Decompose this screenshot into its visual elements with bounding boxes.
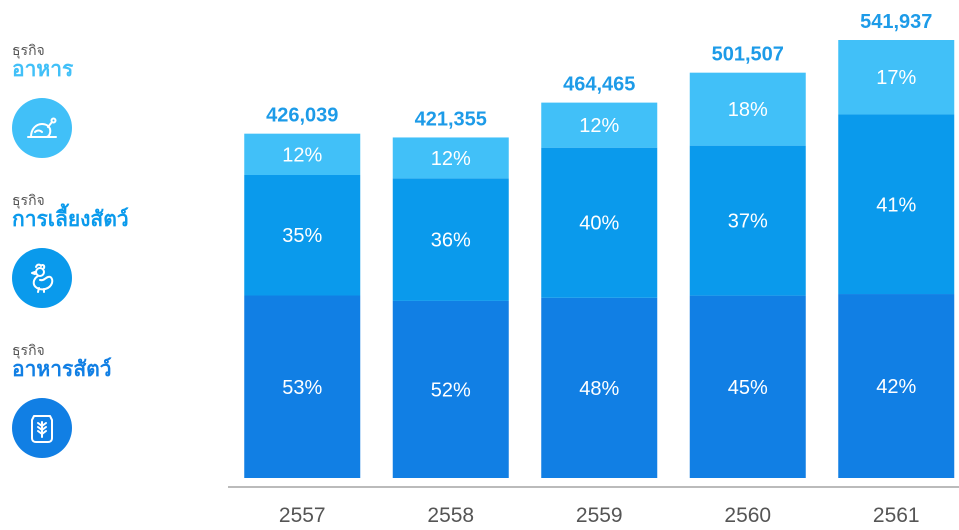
bar-total-label: 464,465 [563, 74, 635, 96]
segment-percent-label: 53% [282, 377, 322, 399]
x-tick-label: 2560 [724, 504, 771, 527]
bar-segment-livestock [541, 147, 658, 298]
bar-segment-food [689, 72, 806, 146]
x-tick-label: 2558 [427, 504, 474, 527]
bar-segment-feed [392, 300, 509, 478]
bar-segment-livestock [392, 178, 509, 301]
segment-percent-label: 41% [876, 194, 916, 216]
legend-name: อาหาร [12, 58, 74, 81]
roast-chicken-icon [12, 98, 72, 158]
legend: ธุรกิจ อาหาร ธุรกิจ การเลี้ยงสัตว์ [0, 0, 200, 530]
legend-name: การเลี้ยงสัตว์ [12, 208, 129, 231]
legend-prefix: ธุรกิจ [12, 192, 45, 208]
segment-percent-label: 40% [579, 213, 619, 235]
legend-item-livestock: ธุรกิจ การเลี้ยงสัตว์ [12, 192, 129, 308]
segment-percent-label: 52% [431, 379, 471, 401]
legend-item-feed: ธุรกิจ อาหารสัตว์ [12, 342, 112, 458]
legend-name: อาหารสัตว์ [12, 358, 112, 381]
bar-segment-food [244, 133, 361, 175]
bar-segment-feed [244, 295, 361, 478]
segment-percent-label: 37% [728, 211, 768, 233]
x-tick-label: 2557 [279, 504, 326, 527]
legend-prefix: ธุรกิจ [12, 42, 45, 58]
feed-sack-icon [12, 398, 72, 458]
segment-percent-label: 12% [431, 148, 471, 170]
bar-total-label: 426,039 [266, 105, 338, 127]
segment-percent-label: 17% [876, 67, 916, 89]
bar-segment-feed [541, 297, 658, 478]
legend-item-food: ธุรกิจ อาหาร [12, 42, 73, 158]
bar-segment-livestock [838, 114, 955, 295]
segment-percent-label: 42% [876, 376, 916, 398]
bar-segment-food [838, 40, 955, 115]
segment-percent-label: 36% [431, 230, 471, 252]
segment-percent-label: 12% [282, 144, 322, 166]
x-tick-label: 2561 [873, 504, 920, 527]
bar-segment-livestock [244, 174, 361, 296]
segment-percent-label: 48% [579, 378, 619, 400]
hen-icon [12, 248, 72, 308]
bar-total-label: 541,937 [860, 11, 932, 33]
bar-segment-feed [838, 294, 955, 478]
bar-segment-livestock [689, 145, 806, 296]
segment-percent-label: 45% [728, 377, 768, 399]
bar-segment-food [392, 137, 509, 179]
segment-percent-label: 35% [282, 225, 322, 247]
bar-total-label: 501,507 [712, 44, 784, 66]
segment-percent-label: 18% [728, 99, 768, 121]
bar-total-label: 421,355 [415, 108, 487, 130]
bar-segment-food [541, 102, 658, 148]
legend-prefix: ธุรกิจ [12, 342, 45, 358]
x-tick-label: 2559 [576, 504, 623, 527]
segment-percent-label: 12% [579, 115, 619, 137]
bar-segment-feed [689, 295, 806, 478]
